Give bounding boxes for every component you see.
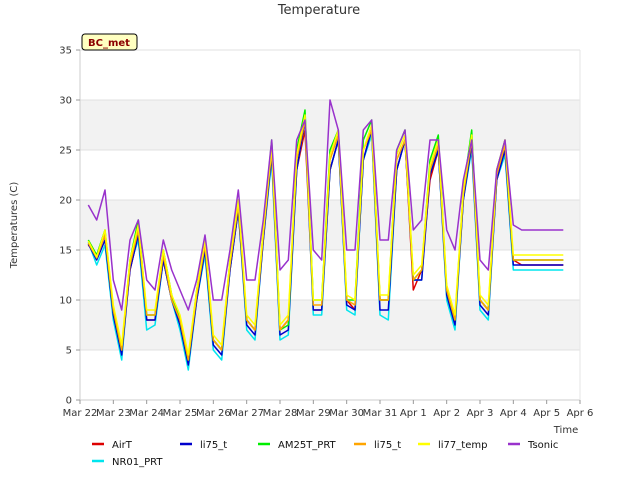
y-tick-label: 0 — [66, 396, 72, 407]
y-tick-label: 25 — [59, 146, 72, 157]
x-tick-label: Mar 23 — [96, 408, 131, 419]
station-badge: BC_met — [81, 33, 138, 51]
x-tick-label: Apr 3 — [467, 408, 494, 419]
x-tick-label: Apr 6 — [567, 408, 594, 419]
legend-item-1: NR01_PRT — [92, 457, 163, 468]
x-tick-label: Mar 27 — [229, 408, 264, 419]
legend-label: li75_t — [200, 440, 227, 451]
y-tick-label: 30 — [59, 96, 72, 107]
x-tick-label: Mar 24 — [129, 408, 164, 419]
legend-label: AM25T_PRT — [278, 440, 337, 451]
legend-label: li77_temp — [438, 440, 487, 451]
x-tick-label: Apr 1 — [400, 408, 427, 419]
legend-item-3: AM25T_PRT — [258, 440, 337, 451]
x-tick-label: Apr 2 — [433, 408, 460, 419]
series-line-6 — [87, 99, 564, 311]
x-tick-label: Apr 5 — [533, 408, 560, 419]
y-axis-label: Temperatures (C) — [9, 182, 20, 270]
legend-label: li75_t — [374, 440, 401, 451]
legend-label: Tsonic — [527, 440, 558, 451]
x-tick-label: Mar 30 — [329, 408, 364, 419]
x-tick-label: Mar 22 — [63, 408, 98, 419]
grid-band — [80, 200, 580, 250]
series-lines — [87, 99, 564, 371]
legend-label: NR01_PRT — [112, 457, 163, 468]
chart-title: Temperature — [277, 3, 360, 18]
legend-item-6: Tsonic — [508, 440, 558, 451]
x-tick-label: Mar 29 — [296, 408, 331, 419]
legend-label: AirT — [112, 440, 133, 451]
x-tick-label: Mar 26 — [196, 408, 231, 419]
x-tick-label: Mar 28 — [263, 408, 298, 419]
grid-band — [80, 300, 580, 350]
legend-item-0: AirT — [92, 440, 133, 451]
y-tick-label: 15 — [59, 246, 72, 257]
x-axis-label: Time — [553, 425, 578, 436]
y-tick-label: 10 — [59, 296, 72, 307]
x-tick-label: Mar 25 — [163, 408, 198, 419]
series-line-5 — [87, 114, 564, 356]
axes — [79, 50, 581, 401]
badge-label: BC_met — [88, 38, 130, 49]
y-tick-label: 5 — [66, 346, 72, 357]
badge-box — [81, 33, 138, 51]
y-tick-label: 20 — [59, 196, 72, 207]
y-tick-label: 35 — [59, 46, 72, 57]
legend-item-5: li77_temp — [418, 440, 487, 451]
x-tick-label: Mar 31 — [363, 408, 398, 419]
legend-item-2: li75_t — [180, 440, 227, 451]
y-axis-ticks: 0 5 10 15 20 25 30 35 — [59, 46, 80, 407]
legend-item-4: li75_t — [354, 440, 401, 451]
legend: AirT NR01_PRT li75_t AM25T_PRT li75_t li77_te… — [92, 440, 558, 468]
x-tick-label: Apr 4 — [500, 408, 527, 419]
